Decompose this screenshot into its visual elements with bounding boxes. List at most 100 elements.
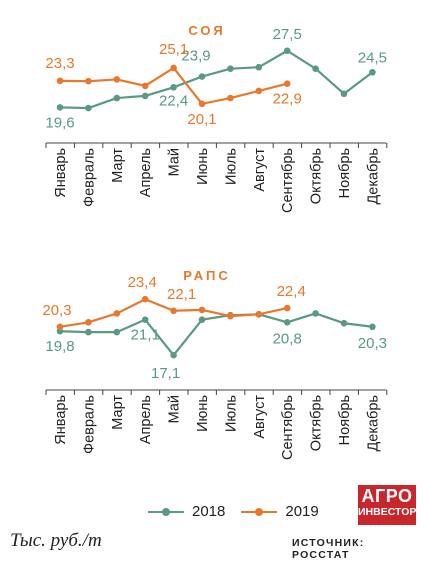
point-2018 <box>113 328 121 336</box>
x-tick-label: Июль <box>223 148 239 185</box>
point-2019 <box>283 80 291 88</box>
x-tick-label: Март <box>110 148 126 183</box>
x-tick-label: Октябрь <box>309 148 325 204</box>
point-2018 <box>369 323 376 331</box>
point-2018 <box>198 73 206 80</box>
point-2019 <box>255 311 263 318</box>
x-tick-label: Апрель <box>138 395 154 444</box>
point-2019 <box>255 87 263 95</box>
series-line-2018 <box>59 312 373 357</box>
data-label: 21,1 <box>131 327 160 344</box>
point-2018 <box>255 63 263 71</box>
agroinvestor-logo: АГРО ИНВЕСТОР <box>358 485 416 525</box>
source-label: ИСТОЧНИК: РОССТАТ <box>292 537 365 561</box>
chart-soy: СОЯ Январь Февраль Март Апрель Май Июнь Июль Авг… <box>45 23 388 213</box>
x-tick-label: Сентябрь <box>280 148 296 213</box>
point-2018 <box>312 65 319 72</box>
legend-item-2018: 2018 <box>148 503 225 520</box>
point-2019 <box>170 307 177 315</box>
logo-line-2: ИНВЕСТОР <box>358 506 417 518</box>
point-2019 <box>56 323 64 331</box>
x-tick-label: Ноябрь <box>337 148 353 198</box>
data-label: 19,6 <box>45 114 74 131</box>
point-2018 <box>369 68 376 76</box>
point-2018 <box>85 104 92 112</box>
x-tick-label: Апрель <box>138 148 154 197</box>
x-tick-label: Январь <box>53 148 69 198</box>
logo-line-1: АГРО <box>361 486 413 506</box>
data-label: 19,8 <box>45 338 74 355</box>
legend-swatch-2019 <box>241 506 278 518</box>
x-tick-label: Май <box>167 148 183 176</box>
point-2019 <box>113 310 121 317</box>
x-tick-label: Декабрь <box>365 148 381 205</box>
legend: 2018 2019 <box>148 503 335 520</box>
data-label: 20,1 <box>187 111 216 128</box>
point-2019 <box>227 312 234 320</box>
point-2018 <box>56 104 64 111</box>
point-2018 <box>85 328 92 336</box>
x-tick-label: Сентябрь <box>280 395 296 460</box>
data-label: 17,1 <box>151 365 180 382</box>
point-2019 <box>198 306 206 314</box>
x-tick-label: Октябрь <box>309 395 325 451</box>
point-2019 <box>170 64 177 72</box>
data-label: 23,9 <box>181 48 210 65</box>
series-line-2018 <box>59 49 374 110</box>
x-tick-label: Июль <box>223 395 239 432</box>
data-label: 22,9 <box>273 91 302 108</box>
x-tick-label: Ноябрь <box>337 395 353 445</box>
point-2018 <box>312 310 319 317</box>
x-tick-label: Февраль <box>81 148 97 207</box>
point-2018 <box>113 94 121 102</box>
point-2019 <box>198 100 206 108</box>
point-2018 <box>340 90 348 98</box>
chart-title: СОЯ <box>188 23 225 38</box>
data-label: 22,4 <box>277 283 306 300</box>
data-label: 20,3 <box>358 335 387 352</box>
point-2019 <box>227 94 234 102</box>
data-label: 24,5 <box>358 49 387 66</box>
data-label: 20,3 <box>42 302 71 319</box>
point-2019 <box>141 295 149 303</box>
x-tick-label: Май <box>167 395 183 423</box>
point-2019 <box>56 77 64 85</box>
point-2018 <box>283 319 291 326</box>
point-2018 <box>141 92 149 100</box>
point-2018 <box>283 47 291 55</box>
chart-title: РАПС <box>183 268 230 283</box>
legend-item-2019: 2019 <box>241 503 319 520</box>
legend-swatch-2018 <box>148 506 184 518</box>
x-tick-label: Июнь <box>195 395 211 432</box>
point-2019 <box>113 76 121 83</box>
data-label: 22,4 <box>159 92 188 109</box>
point-2018 <box>198 316 206 323</box>
point-2018 <box>170 351 177 359</box>
point-2018 <box>170 84 177 91</box>
point-2019 <box>85 77 92 85</box>
x-tick-label: Март <box>110 395 126 430</box>
data-label: 27,5 <box>273 26 302 43</box>
data-label: 22,1 <box>167 286 196 303</box>
data-label: 25,1 <box>159 41 188 58</box>
legend-label-2018: 2018 <box>192 503 226 520</box>
x-tick-label: Февраль <box>81 395 97 454</box>
x-tick-label: Июнь <box>195 148 211 185</box>
chart-rapeseed: РАПС Январь Февраль Март Апрель Май Июнь Июль Ав… <box>42 268 388 460</box>
point-2019 <box>85 319 92 326</box>
x-tick-label: Август <box>252 395 268 439</box>
point-2019 <box>283 304 291 312</box>
point-2018 <box>227 65 234 72</box>
data-label: 23,3 <box>45 55 74 72</box>
point-2018 <box>340 319 348 327</box>
data-label: 23,4 <box>128 274 157 291</box>
data-label: 20,8 <box>273 330 302 347</box>
legend-label-2019: 2019 <box>285 503 319 520</box>
point-2019 <box>141 82 149 90</box>
point-2018 <box>141 316 149 323</box>
x-tick-label: Август <box>252 148 268 192</box>
x-tick-label: Январь <box>53 395 69 445</box>
x-tick-label: Декабрь <box>365 395 381 452</box>
unit-label: Тыс. руб./т <box>10 530 102 551</box>
